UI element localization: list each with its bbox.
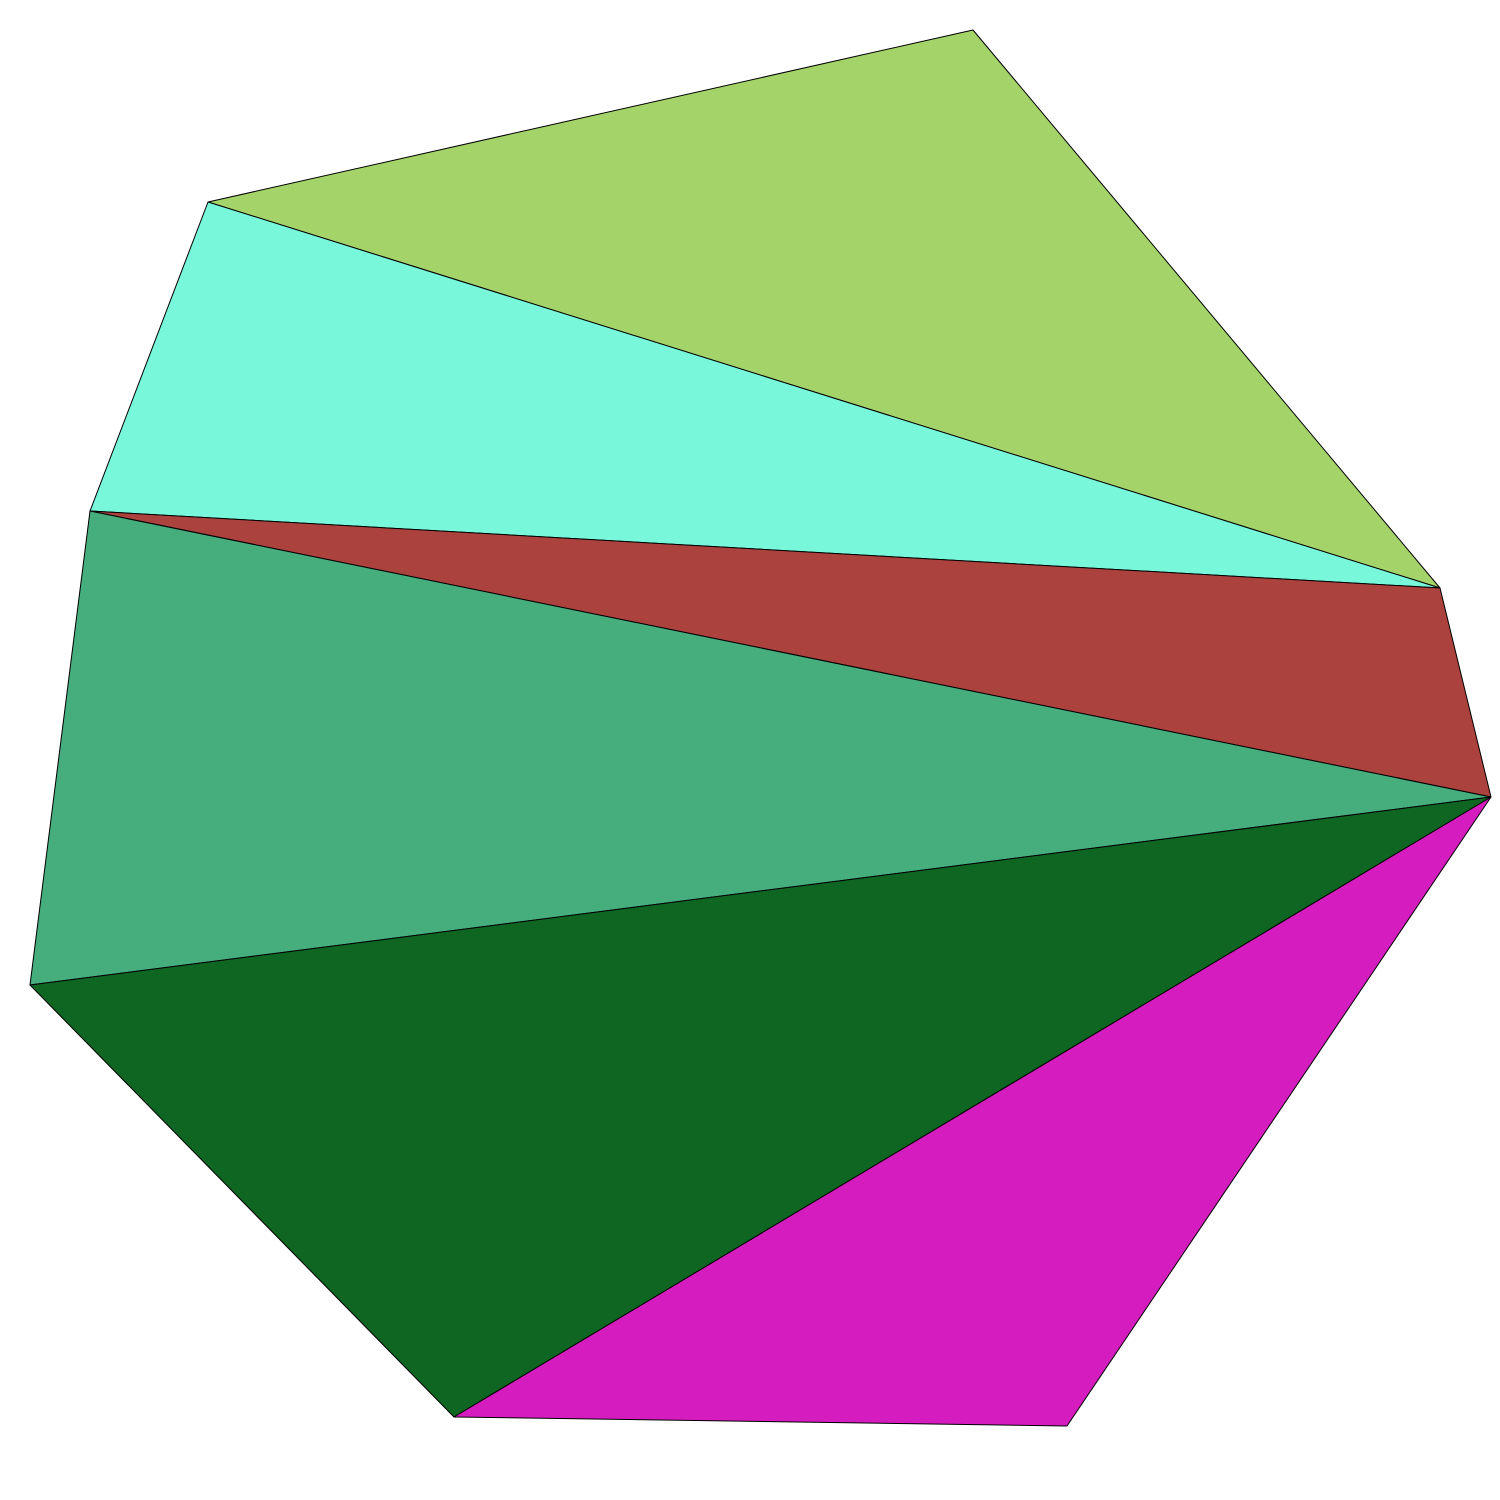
triangle-magenta <box>453 796 1492 1427</box>
